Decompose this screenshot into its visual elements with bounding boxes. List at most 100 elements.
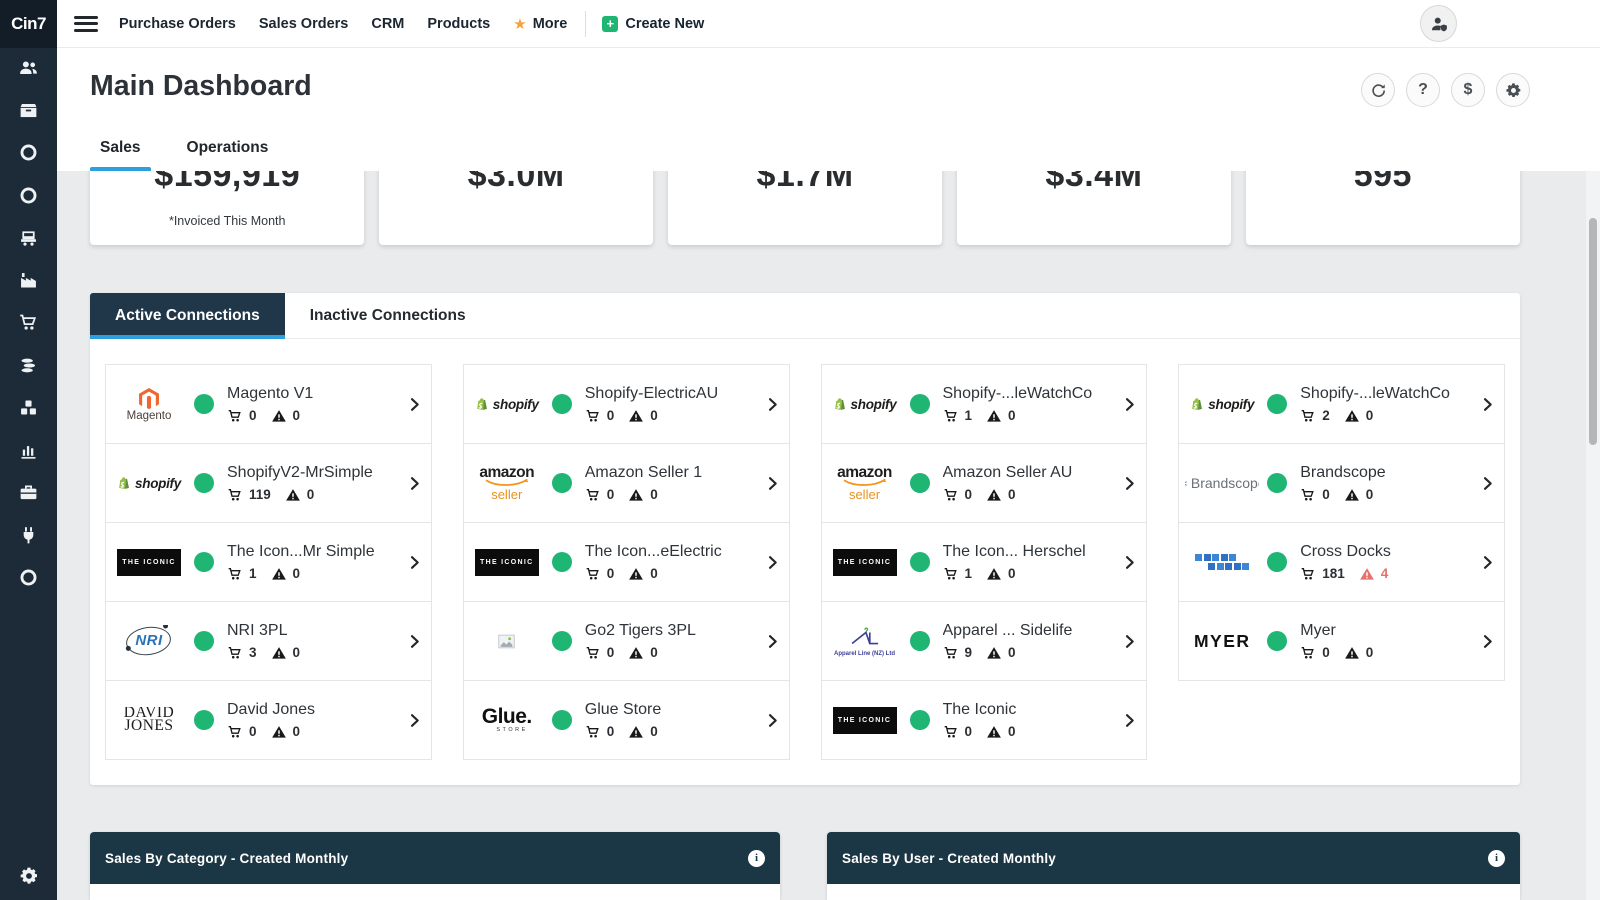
status-dot-green [1267,631,1288,651]
connection-card[interactable]: shopify Shopify-...leWatchCo 1 0 [820,364,1148,444]
connection-name: The Iconic [942,700,1017,718]
cart-icon [585,645,601,661]
info-icon[interactable] [748,849,765,867]
hamburger-menu-icon[interactable] [74,12,98,35]
nav-item-more[interactable]: More [513,15,568,33]
connection-card[interactable]: THE ICONIC The Iconic 0 0 [820,680,1148,760]
sidebar-factory-icon[interactable] [18,270,39,291]
connection-info: The Icon... Herschel 1 0 [943,543,1118,582]
connection-metrics: 119 0 [227,487,402,503]
tab-label: Active Connections [115,306,260,324]
scrollbar[interactable] [1586,171,1600,900]
tab-inactive-connections[interactable]: Inactive Connections [285,293,491,338]
sidebar-plug-icon[interactable] [18,525,39,546]
connection-card[interactable]: MYER Myer 0 0 [1178,601,1505,681]
nav-item-products[interactable]: Products [427,15,491,32]
cart-count: 119 [249,487,271,502]
brandscope-logo-text: Brandscope [1190,475,1260,491]
sidebar-box-icon[interactable] [18,100,39,121]
status-dot-green [194,394,214,414]
shopify-logo-cell: shopify [1185,397,1259,412]
nav-item-purchase-orders[interactable]: Purchase Orders [119,15,236,32]
sidebar-modules-icon[interactable] [18,397,39,418]
create-new-button[interactable]: Create New [602,15,704,32]
amazon-smile-icon [481,479,533,487]
connection-info: NRI 3PL 3 0 [227,622,402,661]
connection-card[interactable]: shopify Shopify-ElectricAU 0 0 [462,364,790,444]
sidebar-bar-chart-icon[interactable] [18,440,39,461]
sidebar-circle-icon[interactable] [18,567,39,588]
sidebar-circle-icon[interactable] [18,142,39,163]
connection-info: ShopifyV2-MrSimple 119 0 [227,464,402,503]
connection-name: NRI 3PL [227,621,288,639]
nri-logo: NRI [123,625,174,657]
cart-count: 0 [964,724,973,739]
sidebar-gear-icon[interactable] [19,866,39,886]
nav-item-sales-orders[interactable]: Sales Orders [258,15,349,32]
refresh-button[interactable] [1361,73,1395,107]
brandscope-logo: Brandscope [1185,475,1259,491]
sidebar-coins-icon[interactable] [18,355,39,376]
cart-icon [943,724,959,740]
warning-count: 4 [1380,566,1389,581]
connection-card[interactable]: Brandscope Brandscope 0 0 [1178,443,1505,523]
connection-card[interactable]: THE ICONIC The Icon...Mr Simple 1 0 [105,522,432,602]
connection-card[interactable]: Glue. STORE Glue Store 0 0 [462,680,790,760]
settings-button[interactable] [1496,73,1530,107]
panel-header: Sales By User - Created Monthly [827,832,1520,884]
pixel-square [1212,554,1220,562]
cart-icon [585,566,601,582]
connection-card[interactable]: shopify ShopifyV2-MrSimple 119 0 [105,443,432,523]
cart-count: 3 [249,645,257,660]
shopify-logo-text: shopify [492,396,539,412]
warning-icon [628,408,644,424]
status-dot-green [551,473,572,493]
warning-icon [628,487,644,503]
connection-card[interactable]: NRI NRI 3PL 3 0 [105,601,432,681]
connection-card[interactable]: amazon seller Amazon Seller AU 0 0 [820,443,1148,523]
warning-icon [628,566,644,582]
david-jones-line1: DAVID [123,707,175,722]
cart-icon [943,408,959,424]
connection-card[interactable]: THE ICONIC The Icon...eElectric 0 0 [462,522,790,602]
connection-card[interactable]: shopify Shopify-...leWatchCo 2 0 [1178,364,1505,444]
info-icon[interactable] [1488,849,1505,867]
sidebar-briefcase-icon[interactable] [18,482,39,503]
shopify-logo-text: shopify [135,475,181,491]
status-dot-green [551,552,572,572]
tab-operations[interactable]: Operations [177,139,279,171]
sidebar-users-icon[interactable] [18,57,39,78]
sidebar-circle-icon[interactable] [18,185,39,206]
connection-card[interactable]: THE ICONIC The Icon... Herschel 1 0 [820,522,1148,602]
connection-card[interactable]: Go2 Tigers 3PL 0 0 [462,601,790,681]
billing-button[interactable]: $ [1451,73,1485,107]
panel-title: Sales By User - Created Monthly [842,850,1057,866]
sidebar-cart-icon[interactable] [18,312,39,333]
help-button[interactable]: ? [1406,73,1440,107]
connection-card[interactable]: Apparel Line (NZ) Ltd Apparel ... Sidelif… [820,601,1148,681]
tab-sales[interactable]: Sales [90,139,151,171]
pixel-square [1203,554,1211,562]
scrollbar-thumb[interactable] [1589,218,1597,445]
pixel-square [1229,554,1237,562]
connection-card[interactable]: Cross Docks 181 4 [1178,522,1505,602]
connection-card[interactable]: DAVID JONES David Jones 0 0 [105,680,432,760]
cart-count: 0 [606,724,615,739]
warning-count: 0 [1008,645,1016,660]
cin7-logo[interactable]: Cin7 [0,0,57,48]
tab-active-connections[interactable]: Active Connections [90,293,285,339]
sidebar-truck-icon[interactable] [18,227,39,248]
avatar-button[interactable] [1420,5,1457,42]
connection-card[interactable]: Magento Magento V1 0 0 [105,364,432,444]
connections-column: Magento Magento V1 0 0 shopify ShopifyV2-MrSi… [105,364,432,760]
nav-item-crm[interactable]: CRM [371,15,405,32]
warning-count: 0 [1008,487,1016,502]
the-iconic-logo: THE ICONIC [832,548,897,576]
cart-icon [1300,645,1316,661]
